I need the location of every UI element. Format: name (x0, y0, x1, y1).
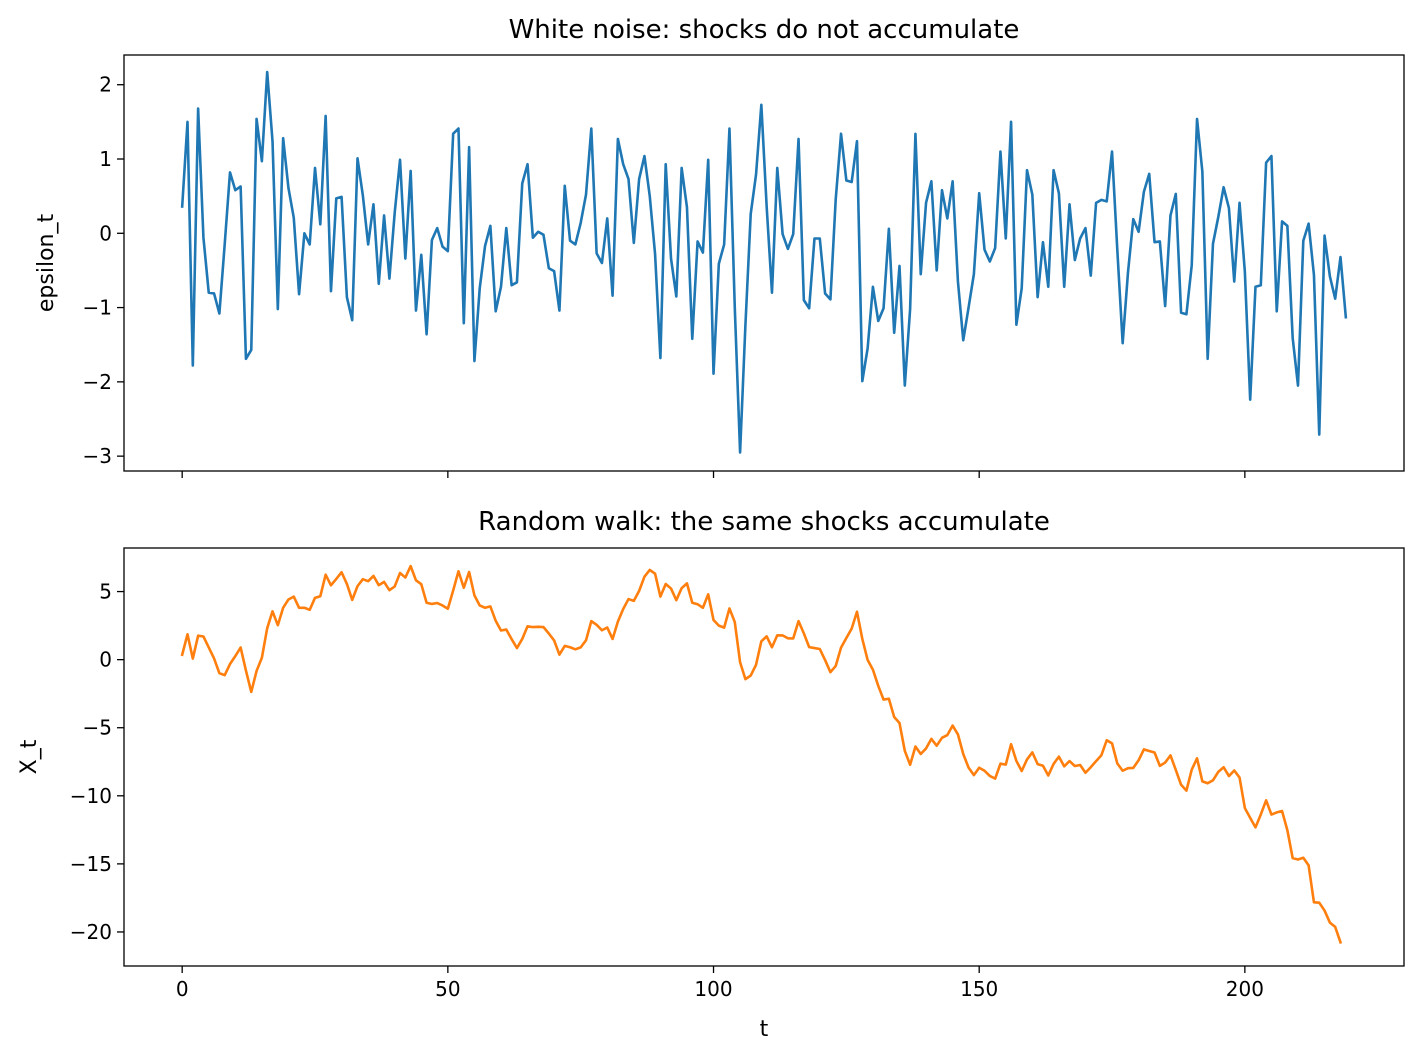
random-walk-y-tick-label: 0 (99, 648, 112, 672)
white-noise-y-axis-label: epsilon_t (34, 214, 59, 313)
white-noise-y-tick-label: 2 (99, 73, 112, 97)
random-walk-x-tick-label: 150 (960, 977, 998, 1001)
white-noise-title: White noise: shocks do not accumulate (509, 15, 1020, 45)
white-noise-y-tick-label: −1 (83, 296, 112, 320)
random-walk-x-axis-label: t (760, 1017, 769, 1042)
white-noise-plot-frame (123, 54, 1405, 472)
white-noise-y-tick-label: 1 (99, 147, 112, 171)
random-walk-series-line (180, 564, 1343, 944)
random-walk-y-tick-label: −10 (70, 784, 112, 808)
random-walk-y-tick-label: −5 (83, 716, 112, 740)
white-noise-series-line (180, 70, 1348, 454)
random-walk-plot-frame (123, 547, 1405, 967)
white-noise-y-tick-label: −3 (83, 444, 112, 468)
random-walk-y-axis-label: X_t (17, 739, 42, 774)
random-walk-x-tick-label: 200 (1226, 977, 1264, 1001)
random-walk-x-tick-label: 0 (176, 977, 189, 1001)
random-walk-y-tick-label: 5 (99, 580, 112, 604)
random-walk-y-tick-label: −15 (70, 852, 112, 876)
random-walk-x-tick-label: 50 (435, 977, 460, 1001)
random-walk-y-tick-label: −20 (70, 920, 112, 944)
white-noise-y-tick-label: 0 (99, 221, 112, 245)
random-walk-marks (180, 564, 1343, 944)
white-noise-ticks: 2 1 0 −1 −2 −3 (83, 73, 1246, 478)
random-walk-x-tick-label: 100 (694, 977, 732, 1001)
random-walk-title: Random walk: the same shocks accumulate (478, 507, 1050, 537)
white-noise-marks (180, 70, 1348, 454)
random-walk-chart: Random walk: the same shocks accumulate … (17, 507, 1405, 1042)
white-noise-y-tick-label: −2 (83, 370, 112, 394)
white-noise-chart: White noise: shocks do not accumulate 2 1… (34, 15, 1405, 478)
